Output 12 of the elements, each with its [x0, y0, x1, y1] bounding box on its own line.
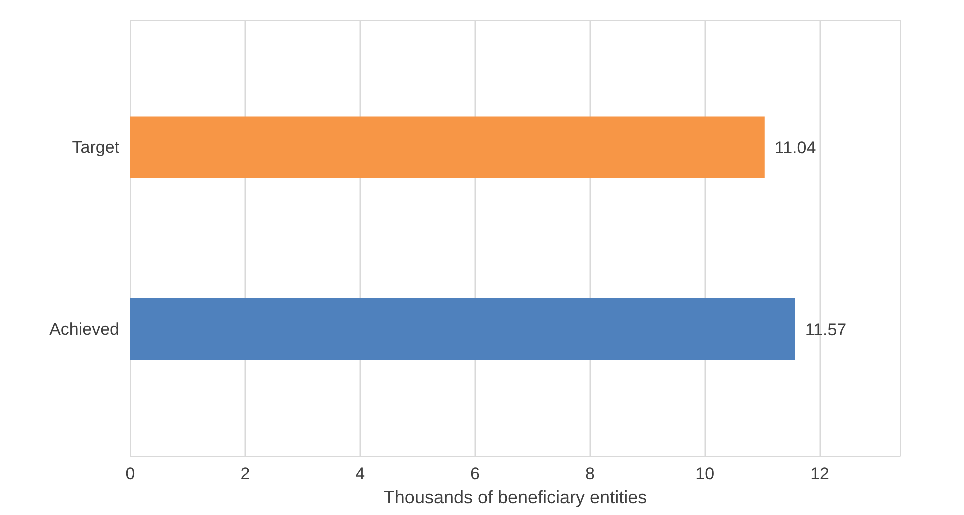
x-tick-label: 10	[696, 464, 715, 484]
y-tick-label: Target	[72, 138, 120, 158]
x-tick-label: 4	[356, 464, 366, 484]
x-tick-label: 0	[126, 464, 136, 484]
x-tick-label: 12	[810, 464, 830, 484]
data-label: 11.57	[805, 320, 847, 340]
y-tick-label: Achieved	[50, 320, 120, 339]
x-axis-title: Thousands of beneficiary entities	[384, 488, 648, 508]
x-tick-label: 2	[240, 464, 250, 484]
x-tick-label: 6	[470, 464, 480, 484]
data-label: 11.04	[774, 138, 816, 158]
x-tick-label: 8	[585, 464, 595, 484]
